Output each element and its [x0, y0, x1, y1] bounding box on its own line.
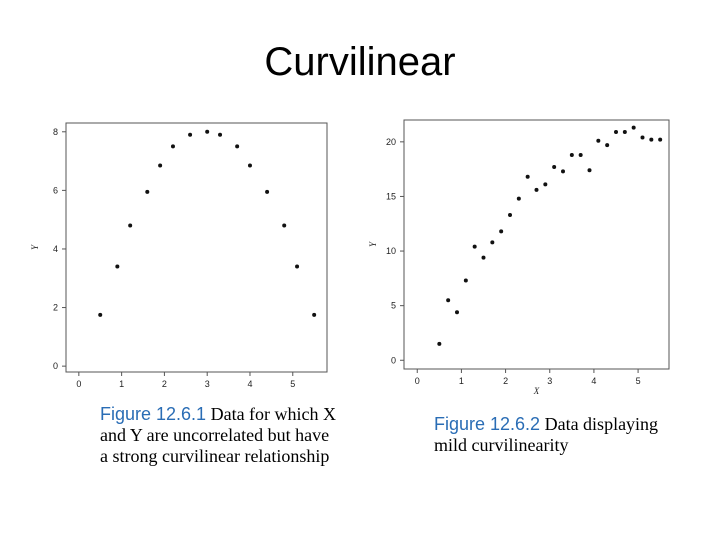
x-tick-label: 4 — [247, 379, 252, 389]
x-tick-label: 0 — [76, 379, 81, 389]
data-point — [265, 189, 270, 194]
data-point — [596, 138, 601, 143]
data-point — [98, 312, 103, 317]
y-axis-label-1: Y — [30, 244, 40, 250]
data-point — [622, 130, 627, 135]
data-point — [516, 196, 521, 201]
plot-frame-2 — [403, 119, 670, 370]
data-point — [128, 223, 133, 228]
data-point — [605, 143, 610, 148]
data-point — [649, 137, 654, 142]
data-point — [481, 255, 486, 260]
x-tick-label: 2 — [503, 376, 508, 386]
data-point — [552, 164, 557, 169]
plot-frame-1 — [65, 122, 328, 373]
y-tick-label: 8 — [53, 127, 58, 137]
y-tick-label: 6 — [53, 185, 58, 195]
figure-caption-1: Figure 12.6.1 Data for which X and Y are… — [100, 404, 340, 467]
y-tick-label: 0 — [391, 355, 396, 365]
data-point — [631, 125, 636, 130]
data-point — [640, 135, 645, 140]
data-point — [578, 152, 583, 157]
figure-label-2: Figure 12.6.2 — [434, 414, 541, 434]
x-tick-label: 1 — [119, 379, 124, 389]
data-point — [569, 152, 574, 157]
data-point — [658, 137, 663, 142]
x-tick-label: 3 — [205, 379, 210, 389]
y-tick-label: 2 — [53, 303, 58, 313]
x-tick-label: 2 — [162, 379, 167, 389]
y-tick-label: 10 — [386, 246, 396, 256]
data-point — [534, 187, 539, 192]
data-point — [508, 213, 512, 218]
x-axis-label-2: X — [533, 386, 540, 396]
x-tick-label: 0 — [415, 376, 420, 386]
x-tick-label: 4 — [591, 376, 596, 386]
data-point — [561, 169, 565, 174]
data-point — [525, 174, 530, 179]
y-tick-label: 5 — [391, 301, 396, 311]
y-axis-label-2: Y — [368, 241, 378, 247]
x-tick-label: 5 — [290, 379, 295, 389]
data-point — [218, 132, 223, 137]
data-point — [455, 310, 459, 315]
figure-text-1: Data for which X and Y are uncorrelated … — [100, 404, 337, 466]
x-tick-label: 5 — [636, 376, 641, 386]
figure-caption-2: Figure 12.6.2 Data displaying mild curvi… — [434, 414, 674, 456]
slide-title: Curvilinear — [264, 40, 456, 84]
data-point — [543, 182, 548, 187]
y-tick-label: 4 — [53, 244, 58, 254]
data-point — [170, 144, 175, 149]
figure-text-2: Data displaying mild curvilinearity — [434, 414, 659, 455]
data-point — [446, 298, 451, 303]
data-point — [145, 189, 150, 194]
data-point — [205, 129, 210, 134]
figure-label-1: Figure 12.6.1 — [100, 404, 207, 424]
data-point — [499, 229, 504, 234]
scatter-chart-1: 0 1 2 3 4 5 0 2 4 6 8 Y — [30, 122, 328, 389]
y-tick-label: 20 — [386, 137, 396, 147]
y-tick-label: 0 — [53, 361, 58, 371]
x-tick-label: 3 — [547, 376, 552, 386]
data-point — [158, 163, 163, 168]
data-point — [235, 144, 240, 149]
data-point — [614, 130, 618, 135]
data-point — [282, 223, 287, 228]
y-tick-label: 15 — [386, 191, 396, 201]
data-point — [115, 264, 120, 269]
x-tick-label: 1 — [459, 376, 464, 386]
data-point — [188, 132, 193, 137]
scatter-chart-2: 0 1 2 3 4 5 0 5 10 15 20 Y X — [368, 119, 670, 396]
data-point — [472, 244, 477, 249]
data-point — [437, 341, 442, 346]
data-point — [312, 312, 317, 317]
data-point — [247, 163, 252, 168]
data-point — [295, 264, 300, 269]
data-point — [463, 278, 468, 283]
data-point — [587, 168, 592, 173]
data-point — [490, 240, 495, 245]
